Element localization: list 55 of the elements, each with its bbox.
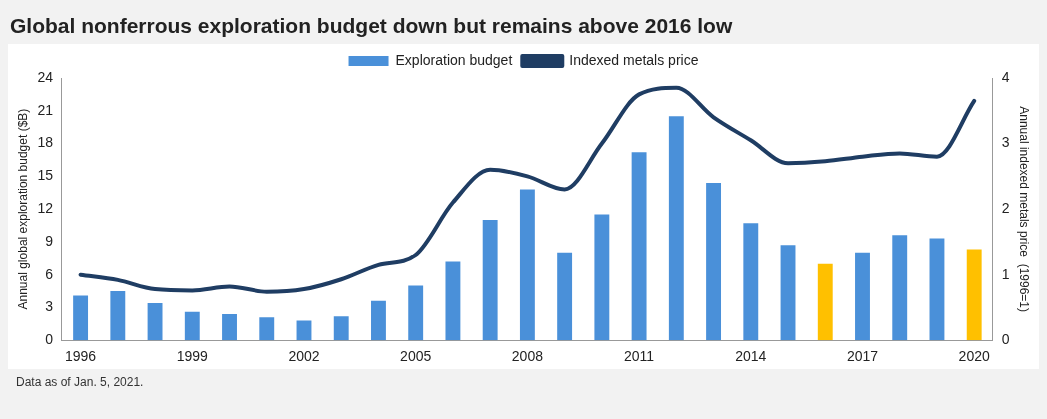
y-tick-label: 3 — [45, 298, 54, 315]
y-tick-label: 6 — [45, 265, 54, 282]
y-tick-label: 0 — [45, 331, 54, 348]
bar — [333, 316, 349, 341]
line-series — [78, 85, 977, 294]
bar — [594, 214, 610, 341]
bar — [743, 223, 759, 341]
y2-tick-label: 3 — [1001, 134, 1010, 151]
y2-tick-label: 2 — [1001, 199, 1010, 216]
y2-tick-label: 4 — [1001, 68, 1010, 85]
y2-tick-label: 1 — [1001, 265, 1010, 282]
x-tick-label: 2020 — [958, 348, 990, 365]
bar — [668, 116, 684, 341]
y-tick-label: 15 — [37, 167, 54, 184]
bar — [817, 263, 833, 341]
y-tick-label: 18 — [37, 134, 54, 151]
y-tick-label: 12 — [37, 199, 54, 216]
y2-axis-title: Annual indexed metals price (1996=1) — [1017, 106, 1032, 312]
y-tick-label: 9 — [45, 232, 54, 249]
y-axis-title: Annual global exploration budget ($B) — [15, 108, 30, 310]
bar — [259, 317, 275, 341]
bar — [482, 220, 498, 341]
bar — [966, 249, 982, 341]
bar — [706, 182, 722, 341]
y-tick-label: 21 — [37, 101, 54, 118]
bar — [445, 261, 461, 341]
x-tick-label: 1996 — [65, 348, 97, 365]
legend-label: Indexed metals price — [569, 51, 699, 68]
bar — [557, 252, 573, 341]
y-tick-label: 24 — [37, 68, 54, 85]
bar — [110, 291, 126, 341]
x-tick-label: 2008 — [511, 348, 544, 365]
chart-title: Global nonferrous exploration budget down but remains above 2016 low — [9, 13, 734, 39]
bar — [408, 285, 424, 341]
bar — [519, 189, 535, 341]
bar — [929, 238, 945, 341]
bar — [184, 311, 200, 341]
y2-tick-label: 0 — [1001, 331, 1010, 348]
x-tick-label: 2014 — [735, 348, 767, 365]
bar — [780, 245, 796, 341]
bar — [222, 313, 237, 341]
bar — [296, 320, 312, 341]
bar — [147, 303, 163, 341]
bar — [892, 235, 908, 341]
text: Data as of Jan. 5, 2021. — [16, 375, 145, 389]
x-tick-label: 2005 — [400, 348, 432, 365]
x-tick-label: 2017 — [846, 348, 879, 365]
bar — [371, 300, 386, 341]
bar — [855, 252, 870, 341]
x-tick-label: 1999 — [176, 348, 209, 365]
bar — [631, 152, 647, 341]
x-tick-label: 2002 — [288, 348, 320, 365]
x-tick-label: 2011 — [624, 348, 655, 365]
bar — [73, 295, 89, 341]
legend-label: Exploration budget — [395, 51, 513, 68]
